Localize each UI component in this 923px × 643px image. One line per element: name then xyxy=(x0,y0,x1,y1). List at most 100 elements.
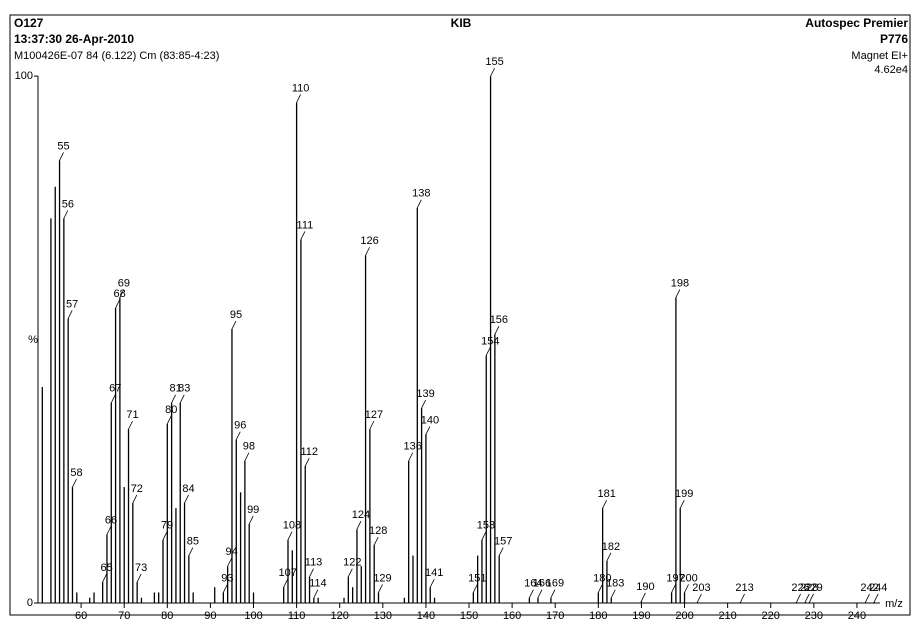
peak-leader xyxy=(679,499,685,509)
peak-leader xyxy=(537,589,543,598)
peak-leader xyxy=(102,573,108,583)
peak-label: 199 xyxy=(675,488,693,500)
peak-label: 112 xyxy=(300,446,318,458)
peak-label: 114 xyxy=(309,578,327,590)
peak-leader xyxy=(873,593,879,603)
peak-leader xyxy=(804,593,810,603)
peak-leader xyxy=(162,531,168,540)
x-tick-label: 240 xyxy=(848,610,866,622)
peak-leader xyxy=(313,589,319,598)
peak-label: 151 xyxy=(468,572,486,584)
peak-label: 155 xyxy=(485,56,503,68)
peak-label: 56 xyxy=(62,198,74,210)
peak-label: 99 xyxy=(247,504,259,516)
x-tick-label: 180 xyxy=(589,610,607,622)
peak-leader xyxy=(235,431,241,440)
x-tick-label: 230 xyxy=(805,610,823,622)
peak-label: 126 xyxy=(360,235,378,247)
x-tick-label: 110 xyxy=(288,610,306,622)
x-tick-label: 140 xyxy=(417,610,435,622)
peak-label: 157 xyxy=(494,535,512,547)
peak-leader xyxy=(865,593,870,603)
peak-leader xyxy=(59,152,64,161)
peak-label: 55 xyxy=(57,140,69,152)
peak-label: 128 xyxy=(369,525,387,537)
peak-leader xyxy=(369,420,375,430)
x-tick-label: 220 xyxy=(762,610,780,622)
peak-leader xyxy=(365,247,370,256)
peak-leader xyxy=(675,289,681,298)
peak-leader xyxy=(248,515,254,525)
peak-label: 244 xyxy=(869,582,887,594)
peak-leader xyxy=(597,584,603,593)
peak-label: 136 xyxy=(403,441,421,453)
peak-label: 69 xyxy=(118,277,130,289)
x-tick-label: 60 xyxy=(75,610,87,622)
x-tick-label: 170 xyxy=(546,610,564,622)
x-axis-label: m/z xyxy=(885,598,903,610)
peak-leader xyxy=(283,579,289,588)
peak-leader xyxy=(485,347,491,356)
peak-label: 181 xyxy=(597,488,615,500)
peak-label: 166 xyxy=(533,578,551,590)
peak-leader xyxy=(472,584,478,593)
peak-leader xyxy=(481,531,487,540)
peak-label: 68 xyxy=(113,288,125,300)
peak-label: 110 xyxy=(292,82,310,94)
peak-label: 72 xyxy=(131,483,143,495)
peak-leader xyxy=(287,531,293,540)
peak-label: 111 xyxy=(297,219,314,231)
code: P776 xyxy=(880,32,908,46)
peak-leader xyxy=(244,452,250,461)
sample-id: O127 xyxy=(14,16,44,30)
peak-leader xyxy=(227,557,233,567)
peak-leader xyxy=(356,521,362,530)
y-tick-label: 100 xyxy=(15,70,33,82)
peak-leader xyxy=(222,584,228,593)
peak-label: 183 xyxy=(606,578,624,590)
peak-leader xyxy=(550,589,556,598)
peak-label: 58 xyxy=(70,467,82,479)
y-axis-label: % xyxy=(28,334,38,346)
peak-leader xyxy=(494,326,500,335)
peak-label: 124 xyxy=(352,509,370,521)
peak-leader xyxy=(188,547,194,556)
x-tick-label: 80 xyxy=(161,610,173,622)
peak-leader xyxy=(106,526,112,535)
peak-label: 129 xyxy=(373,572,391,584)
peak-leader xyxy=(128,420,133,430)
peak-label: 122 xyxy=(343,557,361,569)
peak-leader xyxy=(304,457,310,467)
peak-label: 81 xyxy=(169,383,181,395)
peak-label: 190 xyxy=(636,581,654,593)
peak-leader xyxy=(602,499,607,509)
peak-label: 73 xyxy=(135,562,147,574)
chart-title: KIB xyxy=(451,16,472,30)
peak-leader xyxy=(119,289,125,298)
x-tick-label: 100 xyxy=(244,610,262,622)
peak-leader xyxy=(498,547,504,556)
x-tick-label: 70 xyxy=(118,610,130,622)
peak-label: 85 xyxy=(187,535,199,547)
peak-leader xyxy=(231,320,237,330)
peak-leader xyxy=(610,589,616,598)
peak-leader xyxy=(72,478,77,488)
peak-label: 71 xyxy=(126,409,138,421)
x-tick-label: 150 xyxy=(460,610,478,622)
peak-leader xyxy=(606,552,612,562)
x-tick-label: 160 xyxy=(503,610,521,622)
x-tick-label: 120 xyxy=(331,610,349,622)
ion-mode: Magnet EI+ xyxy=(851,50,908,62)
peak-label: 200 xyxy=(679,572,697,584)
peak-leader xyxy=(740,593,745,603)
peak-label: 213 xyxy=(735,582,753,594)
peak-label: 108 xyxy=(283,520,301,532)
peak-leader xyxy=(63,210,69,219)
peak-leader xyxy=(179,394,185,403)
peak-label: 138 xyxy=(412,188,430,200)
peak-label: 140 xyxy=(421,414,439,426)
x-tick-label: 210 xyxy=(718,610,736,622)
datetime: 13:37:30 26-Apr-2010 xyxy=(14,32,134,46)
peak-label: 113 xyxy=(305,557,323,569)
